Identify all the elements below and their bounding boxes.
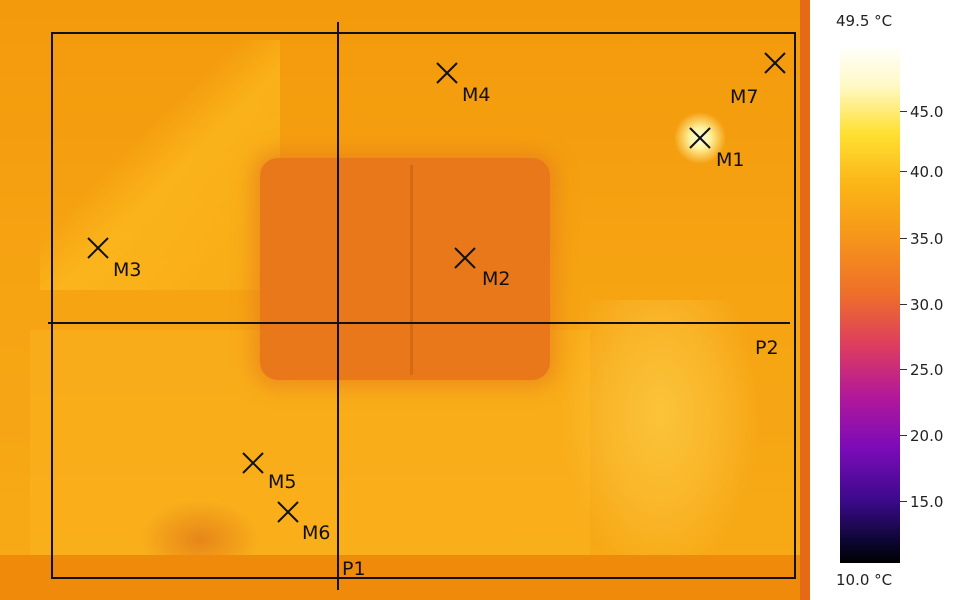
scale-tick: 30.0 (900, 296, 970, 314)
profile-line-p2-label: P2 (755, 337, 779, 359)
marker-m7[interactable] (764, 52, 786, 74)
scale-min-label: 10.0 °C (836, 571, 893, 589)
scale-tick: 15.0 (900, 493, 970, 511)
marker-m2[interactable] (454, 247, 476, 269)
scale-tick: 40.0 (900, 163, 970, 181)
scale-tick: 35.0 (900, 230, 970, 248)
scale-tick-label: 25.0 (910, 361, 944, 379)
image-edge (800, 0, 810, 600)
window-divider (410, 165, 413, 375)
marker-m6-label: M6 (302, 522, 330, 544)
marker-m3[interactable] (87, 237, 109, 259)
marker-m6[interactable] (277, 501, 299, 523)
scale-tick-label: 45.0 (910, 103, 944, 121)
marker-m4[interactable] (436, 62, 458, 84)
profile-line-p1-label: P1 (342, 558, 366, 580)
measurement-overlay: M1 M2 M3 M4 M5 M6 M7 P1 P2 (48, 22, 796, 590)
scale-tick: 25.0 (900, 361, 970, 379)
scale-tick-label: 30.0 (910, 296, 944, 314)
thermal-image (0, 0, 810, 600)
scale-tick-label: 15.0 (910, 493, 944, 511)
window-region (260, 158, 550, 380)
marker-m5[interactable] (242, 452, 264, 474)
marker-m1-label: M1 (716, 149, 744, 171)
scale-max-label: 49.5 °C (836, 12, 893, 30)
marker-m1[interactable] (689, 127, 711, 149)
palm-plant (560, 300, 760, 580)
temperature-color-scale (840, 45, 900, 563)
scale-tick: 20.0 (900, 427, 970, 445)
scale-tick: 45.0 (900, 103, 970, 121)
marker-m7-label: M7 (730, 86, 758, 108)
scale-tick-label: 40.0 (910, 163, 944, 181)
marker-m5-label: M5 (268, 471, 296, 493)
marker-m4-label: M4 (462, 84, 490, 106)
measurement-area-box[interactable] (51, 32, 796, 579)
warm-wall-area (40, 40, 280, 290)
scale-tick-label: 35.0 (910, 230, 944, 248)
marker-m2-label: M2 (482, 268, 510, 290)
marker-m3-label: M3 (113, 259, 141, 281)
scale-tick-label: 20.0 (910, 427, 944, 445)
